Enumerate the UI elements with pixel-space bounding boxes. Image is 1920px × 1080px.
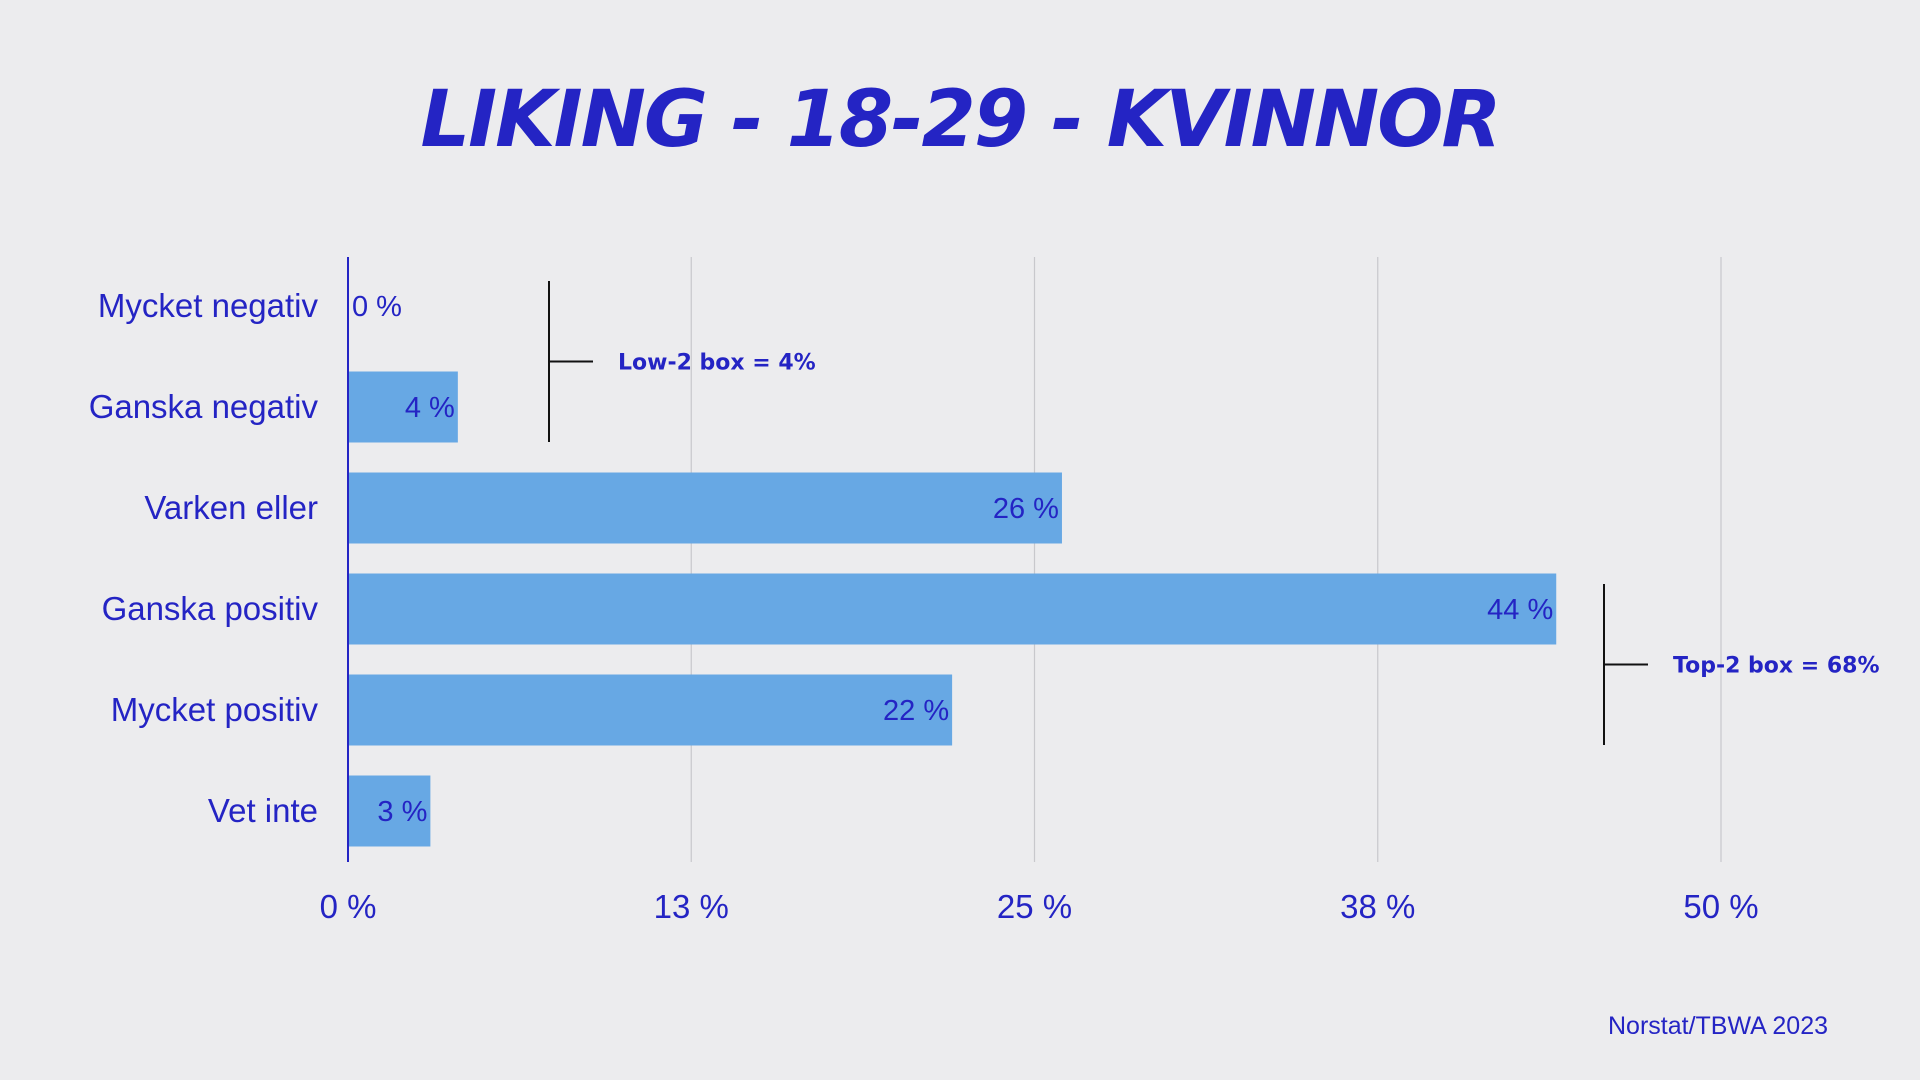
bar [349,775,431,847]
data-label: 3 % [377,796,427,828]
bar [349,573,1557,645]
source-note: Norstat/TBWA 2023 [1608,1012,1828,1040]
category-label: Mycket positiv [111,691,319,728]
chart-title: LIKING - 18-29 - KVINNOR [420,75,1501,165]
bracket-label: Top-2 box = 68% [1673,654,1880,679]
x-tick-label: 38 % [1340,888,1415,925]
data-label: 44 % [1487,594,1553,626]
category-label: Mycket negativ [98,287,319,324]
bar [349,472,1062,544]
bar [349,371,458,443]
data-label: 22 % [883,695,949,727]
x-tick-label: 0 % [320,888,377,925]
data-label: 26 % [993,493,1059,525]
labels: 0 % 13 % 25 % 38 % 50 % Mycket negativ 0 % Gans… [89,287,1759,925]
data-label: 4 % [405,392,455,424]
category-label: Vet inte [208,792,318,829]
category-label: Varken eller [144,489,318,526]
bars [349,371,1557,847]
bar [349,674,953,746]
x-tick-label: 13 % [654,888,729,925]
category-label: Ganska positiv [102,590,319,627]
x-tick-label: 50 % [1683,888,1758,925]
category-label: Ganska negativ [89,388,319,425]
grid-lines [690,257,1722,862]
bracket-label: Low-2 box = 4% [618,351,816,376]
annotations: Low-2 box = 4% Top-2 box = 68% [548,281,1880,745]
x-tick-label: 25 % [997,888,1072,925]
data-label: 0 % [352,291,402,323]
